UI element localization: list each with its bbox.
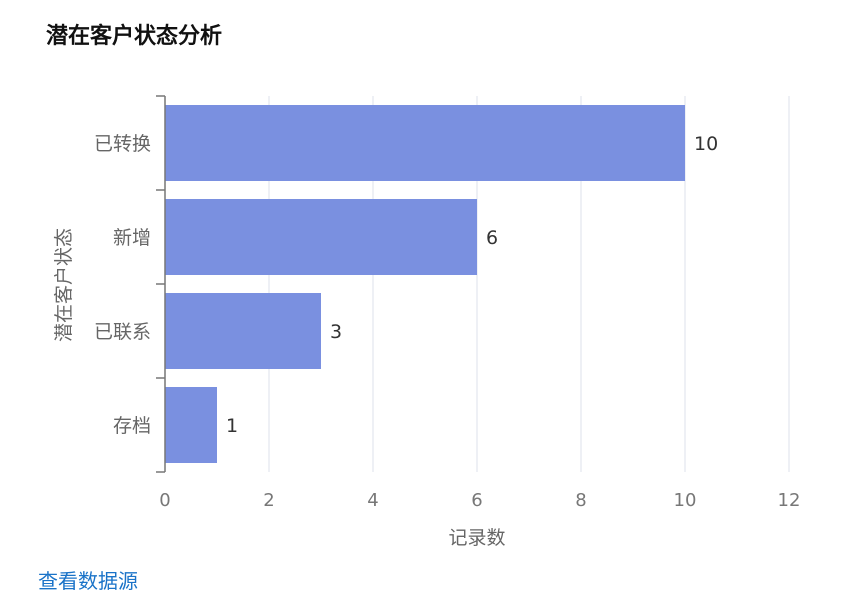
- labels: 0 2 4 6 8 10 12 10 已转换 6 新增 3 已联系 1 存档: [94, 133, 800, 511]
- bar-value-label: 10: [694, 133, 718, 155]
- x-tick-label: 2: [263, 490, 274, 511]
- y-tick-label: 存档: [113, 415, 151, 437]
- bar[interactable]: [165, 293, 321, 369]
- bar[interactable]: [165, 387, 217, 463]
- x-tick-label: 4: [367, 490, 378, 511]
- y-tick-label: 已转换: [94, 133, 151, 155]
- y-tick-label: 新增: [113, 227, 151, 249]
- y-tick-label: 已联系: [94, 321, 151, 343]
- chart-title: 潜在客户状态分析: [46, 24, 223, 49]
- bar[interactable]: [165, 199, 477, 275]
- x-tick-label: 6: [471, 490, 482, 511]
- bar-chart: 0 2 4 6 8 10 12 10 已转换 6 新增 3 已联系 1 存档 记录数 潜在客户状态: [53, 95, 800, 549]
- y-axis-title: 潜在客户状态: [53, 228, 75, 342]
- x-axis-title: 记录数: [448, 527, 505, 549]
- bars: [165, 105, 685, 463]
- bar-value-label: 1: [226, 415, 238, 437]
- x-tick-label: 10: [674, 490, 697, 511]
- bar[interactable]: [165, 105, 685, 181]
- bar-value-label: 6: [486, 227, 498, 249]
- x-tick-label: 0: [159, 490, 170, 511]
- bar-value-label: 3: [330, 321, 342, 343]
- x-tick-label: 8: [575, 490, 586, 511]
- axes: [156, 95, 166, 473]
- view-data-source-link[interactable]: 查看数据源: [38, 569, 138, 593]
- x-tick-label: 12: [778, 490, 801, 511]
